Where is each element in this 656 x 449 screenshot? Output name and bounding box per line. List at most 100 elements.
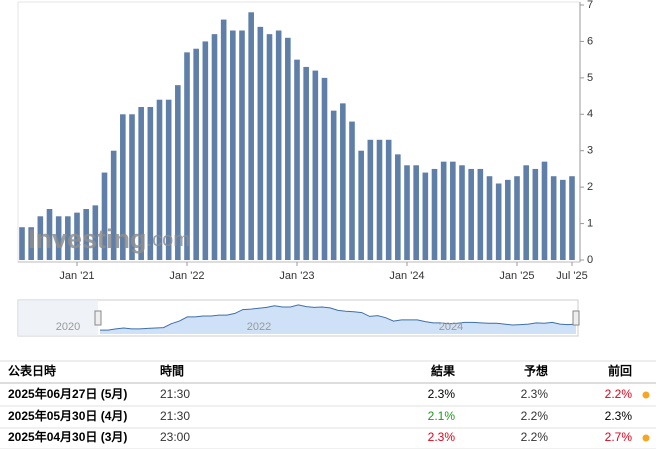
bar <box>413 165 419 260</box>
navigator-line <box>100 304 577 331</box>
bars <box>19 12 575 261</box>
bar <box>340 103 346 260</box>
bar <box>495 183 502 260</box>
y-tick-label: 5 <box>587 72 593 84</box>
bar <box>486 176 493 260</box>
bar <box>541 161 548 260</box>
x-tick-label: Jan '23 <box>279 270 314 282</box>
x-tick-label: Jan '24 <box>389 270 424 282</box>
bar <box>550 176 557 260</box>
bar <box>294 59 300 261</box>
table-cell: 2.3% <box>605 409 633 423</box>
watermark: Investing.com <box>28 224 190 254</box>
bar <box>165 99 172 260</box>
bar <box>422 172 429 260</box>
bar <box>83 209 89 260</box>
table-cell: 2.1% <box>428 409 456 423</box>
bar <box>230 30 236 260</box>
bar <box>193 48 199 260</box>
x-tick-label: Jul '25 <box>556 270 587 282</box>
y-tick-label: 1 <box>587 217 593 229</box>
navigator: 2020 2022 2024 <box>56 304 577 334</box>
bar <box>156 99 163 260</box>
x-tick-label: Jan '25 <box>499 270 534 282</box>
bar <box>569 176 575 260</box>
revision-dot <box>642 391 650 399</box>
bar <box>220 19 227 261</box>
bar <box>46 209 53 260</box>
table-cell: 23:00 <box>160 430 190 444</box>
table-cell: 21:30 <box>160 409 190 423</box>
history-table: 公表日時 時間 結果 予想 前回 2025年06月27日 (5月) 21:30 2.3% 2.3… <box>0 360 656 449</box>
bar <box>266 34 273 261</box>
table-cell: 2.2% <box>521 430 549 444</box>
table-header: 予想 <box>524 363 548 378</box>
bar <box>303 66 309 260</box>
table-cell: 2.2% <box>605 387 633 401</box>
x-tick-label: Jan '21 <box>59 270 94 282</box>
table-cell: 2.7% <box>605 430 633 444</box>
y-tick-label: 0 <box>587 254 593 266</box>
bar <box>55 216 62 260</box>
navigator-label: 2024 <box>439 321 463 333</box>
bar <box>321 77 328 260</box>
bar <box>239 30 245 260</box>
bar <box>376 139 383 260</box>
navigator-area <box>100 304 576 334</box>
watermark-suffix: .com <box>147 229 190 251</box>
y-tick-label: 2 <box>587 181 593 193</box>
revision-dot <box>642 434 650 442</box>
bar <box>101 172 108 260</box>
y-tick-label: 3 <box>587 145 593 157</box>
navigator-label: 2020 <box>56 321 80 333</box>
table-cell: 2.3% <box>428 387 456 401</box>
bar <box>312 70 319 260</box>
bar <box>175 85 181 261</box>
table-cell: 2.2% <box>521 409 549 423</box>
bar <box>65 216 71 260</box>
bar <box>560 179 566 260</box>
bar <box>285 37 291 261</box>
table-cell: 21:30 <box>160 387 190 401</box>
bar <box>395 154 401 260</box>
navigator-label: 2022 <box>247 321 271 333</box>
navigator-handle[interactable] <box>94 310 102 326</box>
table-cell: 2025年05月30日 (4月) <box>8 408 127 423</box>
bar <box>505 179 511 260</box>
navigator-handle[interactable] <box>572 310 580 326</box>
y-tick-label: 6 <box>587 35 593 47</box>
watermark-main: Investing <box>28 224 147 254</box>
bar <box>275 30 282 260</box>
bar <box>358 150 364 260</box>
y-tick-label: 4 <box>587 108 593 120</box>
bar <box>92 205 99 260</box>
table-cell: 2025年06月27日 (5月) <box>8 386 127 401</box>
bar <box>477 168 484 260</box>
bar <box>431 168 438 260</box>
bar <box>129 114 135 261</box>
bar <box>19 227 25 260</box>
navigator-mask <box>18 300 98 336</box>
bar <box>147 107 154 260</box>
table-header: 結果 <box>431 363 455 378</box>
bar <box>468 168 474 260</box>
bar <box>211 34 218 261</box>
table-header: 時間 <box>160 363 184 378</box>
bar <box>184 52 190 260</box>
table-header: 前回 <box>608 363 632 378</box>
bar <box>257 26 264 260</box>
x-tick-label: Jan '22 <box>169 270 204 282</box>
bar <box>330 110 337 261</box>
bar <box>248 12 254 260</box>
bar <box>385 139 392 260</box>
bar <box>440 161 447 260</box>
bar <box>37 216 44 260</box>
bar <box>459 165 465 260</box>
bar <box>202 41 209 260</box>
y-tick-label: 7 <box>587 0 593 11</box>
table-cell: 2.3% <box>428 430 456 444</box>
bar <box>532 168 539 260</box>
table-cell: 2025年04月30日 (3月) <box>8 429 127 444</box>
